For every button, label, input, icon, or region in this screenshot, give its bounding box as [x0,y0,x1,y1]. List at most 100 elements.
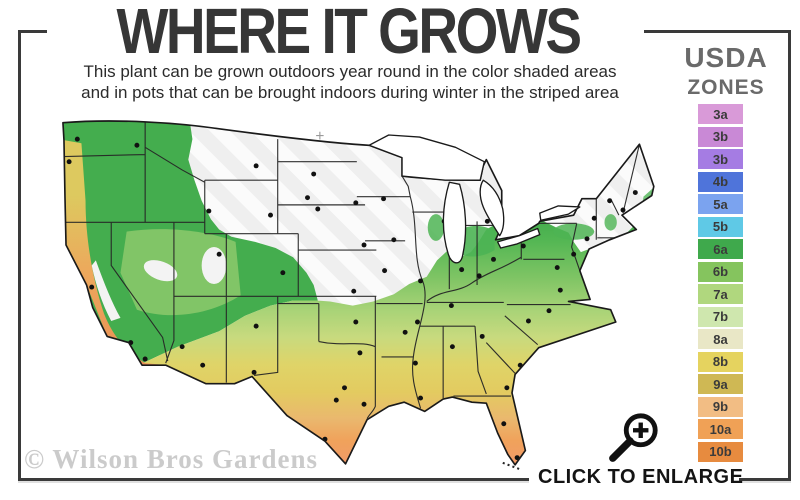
legend-title: USDA ZONES [662,42,790,99]
legend-zone-3b-1: 3b [698,126,743,147]
legend-zone-10b-15: 10b [698,441,743,462]
frame-border-top-right-segment [644,30,791,33]
city-dot [412,360,418,366]
city-dot [632,190,638,196]
city-dot [557,287,563,293]
city-dot [459,267,465,273]
legend-zone-5a-4: 5a [698,194,743,214]
city-dot [66,159,72,165]
wisconsin-green-patch [427,214,445,241]
subtitle: This plant can be grown outdoors year ro… [58,61,642,103]
city-dot [361,401,367,407]
subtitle-line-2: and in pots that can be brought indoors … [81,83,619,102]
city-dot [253,163,259,169]
city-dot [134,142,140,148]
frame-border-top-left-segment [18,30,47,33]
city-dot [492,432,498,438]
legend-zone-9a-12: 9a [698,374,743,394]
legend-zone-6b-7: 6b [698,261,743,282]
city-dot [315,206,321,212]
city-dot [402,329,408,335]
city-dot [418,395,424,401]
legend-title-zones: ZONES [687,76,765,99]
city-dot [311,171,317,177]
city-dot [179,344,185,350]
city-dot [520,243,526,249]
legend-title-usda: USDA [684,42,768,73]
city-dot [333,397,339,403]
city-dot [449,344,455,350]
legend-zone-3b-2: 3b [698,149,743,169]
city-dot [342,385,347,391]
zone-map-image[interactable]: + [48,98,678,470]
legend-zone-8a-10: 8a [698,329,743,349]
city-dot [268,212,273,218]
us-zone-map: + [62,120,655,470]
city-dot [382,268,388,274]
subtitle-line-1: This plant can be grown outdoors year ro… [83,62,617,81]
great-lakes [368,134,581,264]
legend-zone-5b-5: 5b [698,216,743,237]
legend-zone-6a-6: 6a [698,239,743,259]
city-dot [353,200,359,206]
nevada-white-patch [143,260,178,282]
city-dot [253,323,259,329]
utah-white-patch [201,247,227,284]
city-dot [448,303,454,309]
city-dot [89,284,95,290]
lake-huron [479,179,505,237]
city-dot [501,421,507,427]
city-dot [504,385,510,391]
city-dot [484,218,490,224]
lake-michigan [442,181,467,264]
city-dot [525,318,531,324]
legend-zone-3a-0: 3a [698,104,743,124]
frame-border-bottom-left-segment [18,478,529,481]
city-dot [251,369,257,375]
frame-border-bottom-right-segment [739,478,791,481]
city-dot [571,251,577,257]
city-dot [74,136,80,142]
city-dot [593,184,599,190]
lake-ontario [539,205,581,221]
city-dot [391,237,397,243]
city-dot [414,319,420,325]
city-dot [142,356,148,362]
legend-zone-7b-9: 7b [698,306,743,327]
sierra-white-streak [91,260,121,321]
city-dot [216,251,222,257]
frame-border-left [18,30,21,481]
legend-zone-7a-8: 7a [698,284,743,304]
city-dot [351,288,357,294]
lake-erie [496,227,541,249]
upstate-ny-green-patch [553,223,595,240]
city-dot [280,270,286,276]
city-dot [476,273,482,279]
vermont-green-patch [604,214,617,231]
city-dot [584,236,590,242]
map-crosshair-icon: + [315,128,324,145]
city-dot [353,319,359,325]
city-dot [305,195,310,201]
legend-zone-8b-11: 8b [698,351,743,372]
legend-zones: 3a 3b 3b 4b 5a 5b 6a 6b 7a 7b 8a 8b 9a 9b 10a 10b [698,104,743,462]
magnifier-plus-icon[interactable] [604,410,662,471]
city-dot [479,333,485,339]
city-dot [381,196,387,202]
pacific-coast-warm-strip [63,140,166,366]
city-dot [620,207,626,213]
watermark: © Wilson Bros Gardens [24,444,318,474]
city-dot [546,308,552,314]
city-dot [357,350,363,356]
lake-superior [368,134,485,181]
legend-zone-9b-13: 9b [698,396,743,417]
legend-zone-10a-14: 10a [698,419,743,439]
city-dot [200,362,206,368]
city-dot [554,265,560,271]
city-dot [607,198,613,204]
city-dot [418,278,424,284]
city-dot [591,215,597,221]
city-dot [491,256,496,262]
click-to-enlarge-button[interactable]: CLICK TO ENLARGE [538,466,744,488]
